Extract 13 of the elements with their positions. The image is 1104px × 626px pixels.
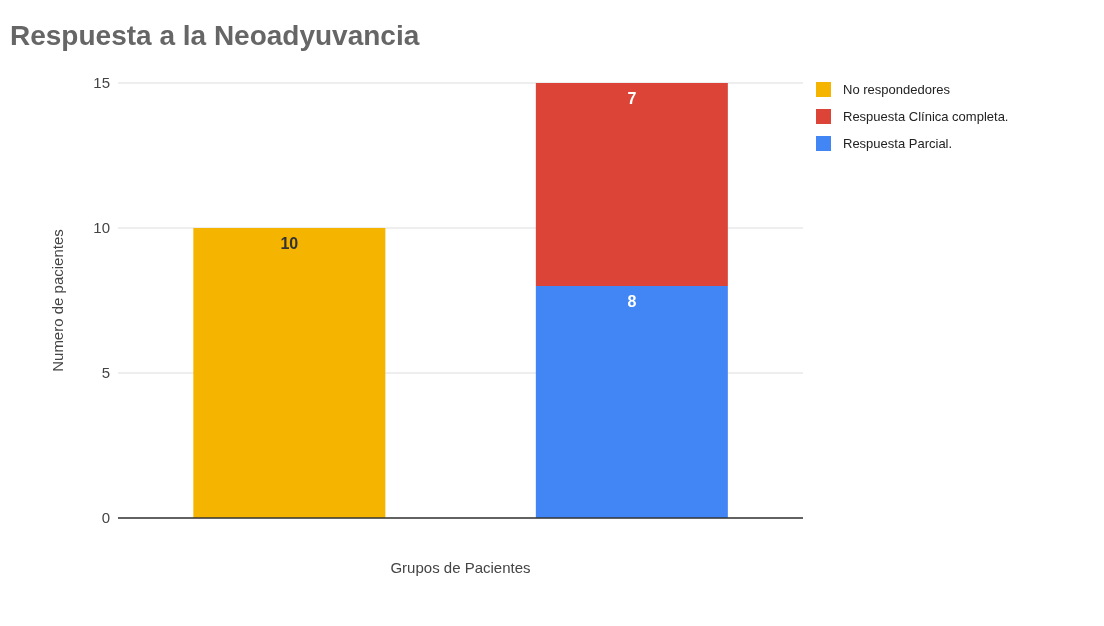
legend-label: No respondedores <box>843 82 950 97</box>
data-label: 7 <box>627 90 637 108</box>
data-label: 8 <box>627 293 637 311</box>
data-label: 10 <box>280 235 299 253</box>
y-tick-label: 5 <box>101 364 110 382</box>
legend-label: Respuesta Clínica completa. <box>843 109 1009 124</box>
y-tick-label: 0 <box>101 509 110 527</box>
y-tick-label: 10 <box>93 219 110 237</box>
x-axis-title: Grupos de Pacientes <box>390 559 531 576</box>
y-axis-title: Numero de pacientes <box>49 229 67 372</box>
legend-label: Respuesta Parcial. <box>843 136 953 151</box>
y-tick-label: 15 <box>93 74 110 92</box>
chart-title: Respuesta a la Neoadyuvancia <box>10 20 420 52</box>
